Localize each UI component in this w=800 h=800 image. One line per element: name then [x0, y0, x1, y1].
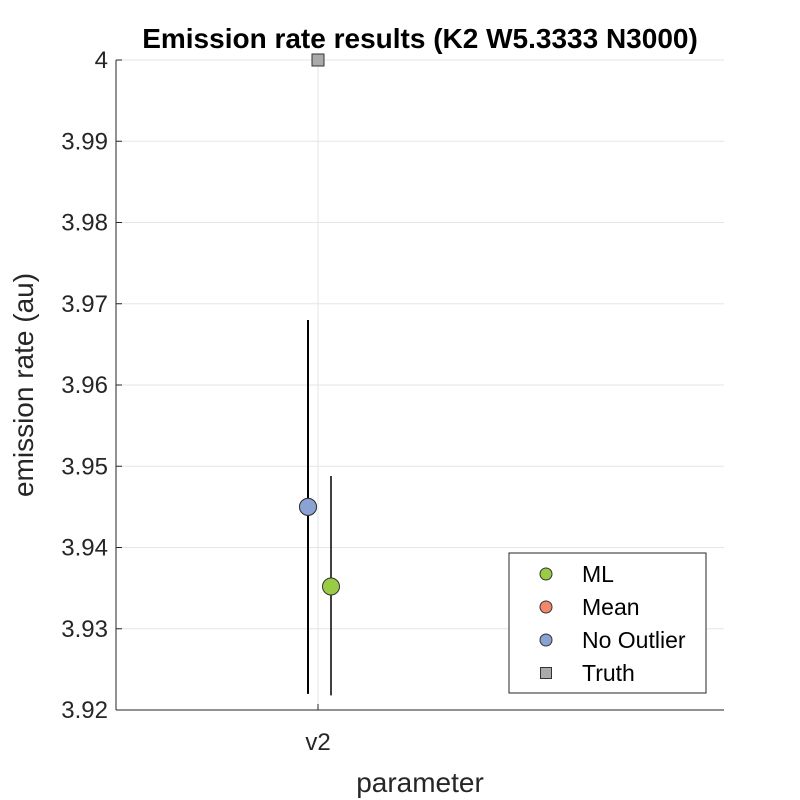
no-outlier-point [299, 497, 317, 516]
y-axis-label: emission rate (au) [8, 273, 39, 497]
truth-point [311, 53, 325, 67]
grid-layer [116, 59, 724, 711]
data-layer [299, 53, 340, 696]
y-tick-label: 3.92 [61, 697, 108, 724]
y-tick-label: 3.95 [61, 453, 108, 480]
y-tick-label: 3.98 [61, 210, 108, 237]
legend-label-no-outlier: No Outlier [582, 627, 686, 653]
legend-marker-ml [539, 567, 553, 581]
y-tick-label: 3.94 [61, 535, 108, 562]
y-tick-label: 3.93 [61, 616, 108, 643]
y-tick-label: 3.96 [61, 372, 108, 399]
legend-label-mean: Mean [582, 594, 640, 620]
legend: ML Mean No Outlier Truth [508, 552, 707, 694]
axis-layer: 3.92 3.93 3.94 3.95 3.96 3.97 3.98 3.99 4 v2 [61, 47, 724, 756]
legend-label-truth: Truth [582, 660, 635, 686]
legend-label-ml: ML [582, 561, 614, 587]
y-tick-label: 4 [95, 47, 108, 74]
x-axis-label: parameter [356, 767, 484, 798]
legend-marker-no-outlier [539, 633, 553, 647]
chart-title: Emission rate results (K2 W5.3333 N3000) [142, 23, 698, 54]
y-tick-label: 3.99 [61, 128, 108, 155]
legend-marker-truth [540, 667, 552, 679]
legend-marker-mean [539, 600, 553, 614]
x-tick-label: v2 [305, 729, 330, 756]
ml-point [322, 577, 340, 596]
y-tick-label: 3.97 [61, 291, 108, 318]
